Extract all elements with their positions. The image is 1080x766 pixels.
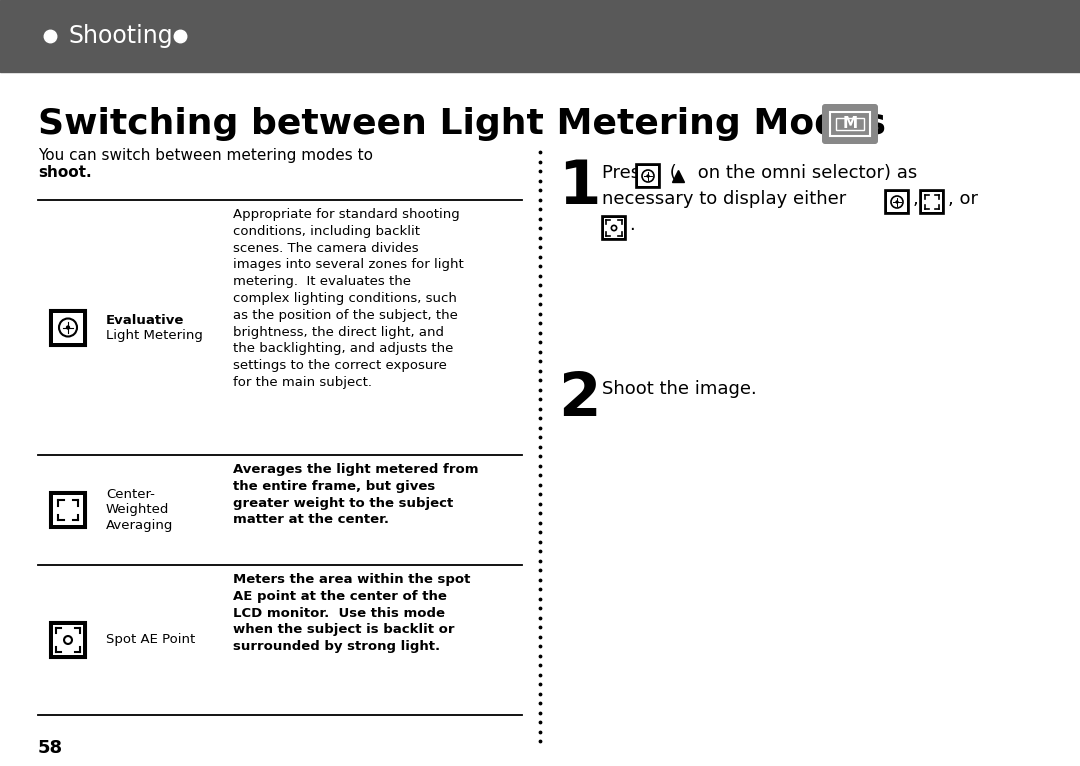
Circle shape xyxy=(611,225,617,231)
Bar xyxy=(636,164,660,188)
Bar xyxy=(50,492,86,528)
Text: Light Metering: Light Metering xyxy=(106,329,203,342)
Bar xyxy=(602,216,626,240)
Bar xyxy=(887,192,907,212)
Text: necessary to display either: necessary to display either xyxy=(602,190,852,208)
Text: , or: , or xyxy=(948,190,978,208)
Bar xyxy=(831,112,870,136)
Bar xyxy=(53,313,83,342)
Text: Shooting: Shooting xyxy=(68,24,173,48)
Text: Evaluative: Evaluative xyxy=(106,313,185,326)
Circle shape xyxy=(59,319,77,336)
Text: Averaging: Averaging xyxy=(106,519,174,532)
Bar xyxy=(53,495,83,525)
Circle shape xyxy=(64,636,72,644)
Text: shoot.: shoot. xyxy=(38,165,92,180)
Bar xyxy=(922,192,942,212)
Text: (: ( xyxy=(664,164,677,182)
Bar xyxy=(604,218,624,238)
Circle shape xyxy=(895,201,899,204)
Bar xyxy=(920,190,944,214)
Text: Averages the light metered from
the entire frame, but gives
greater weight to th: Averages the light metered from the enti… xyxy=(233,463,478,526)
Text: Meters the area within the spot
AE point at the center of the
LCD monitor.  Use : Meters the area within the spot AE point… xyxy=(233,573,471,653)
Circle shape xyxy=(66,326,70,329)
Text: 1: 1 xyxy=(558,158,600,217)
Circle shape xyxy=(642,170,654,182)
Text: M: M xyxy=(842,116,858,132)
Text: Center-: Center- xyxy=(106,489,154,502)
Bar xyxy=(836,118,864,130)
FancyBboxPatch shape xyxy=(822,104,878,144)
Text: Shoot the image.: Shoot the image. xyxy=(602,380,757,398)
Text: Weighted: Weighted xyxy=(106,503,170,516)
Text: Spot AE Point: Spot AE Point xyxy=(106,633,195,647)
Circle shape xyxy=(646,175,650,178)
Text: .: . xyxy=(629,216,635,234)
Text: You can switch between metering modes to: You can switch between metering modes to xyxy=(38,148,373,163)
Bar xyxy=(53,625,83,655)
Bar xyxy=(638,166,658,186)
Text: Press: Press xyxy=(602,164,656,182)
Text: Switching between Light Metering Modes: Switching between Light Metering Modes xyxy=(38,107,886,141)
Text: 58: 58 xyxy=(38,739,63,757)
Bar xyxy=(885,190,909,214)
Text: on the omni selector) as: on the omni selector) as xyxy=(692,164,917,182)
Circle shape xyxy=(891,196,903,208)
Text: 2: 2 xyxy=(558,370,600,429)
Text: Appropriate for standard shooting
conditions, including backlit
scenes. The came: Appropriate for standard shooting condit… xyxy=(233,208,463,389)
Bar xyxy=(50,309,86,345)
Bar xyxy=(50,622,86,658)
Bar xyxy=(0,0,1080,72)
Text: ,: , xyxy=(913,190,919,208)
